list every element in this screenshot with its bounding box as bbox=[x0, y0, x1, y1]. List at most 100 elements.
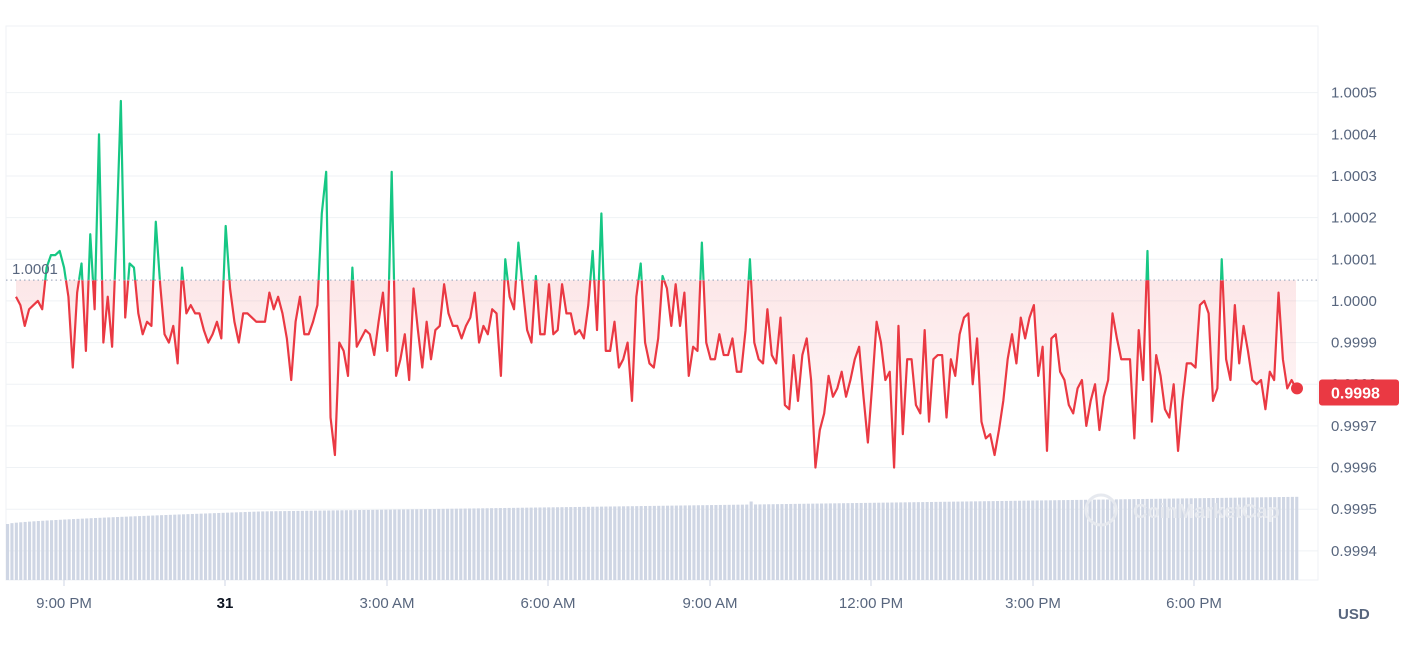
x-tick-label: 3:00 PM bbox=[1005, 595, 1061, 612]
volume-bar bbox=[1277, 497, 1281, 580]
volume-bar bbox=[872, 502, 876, 580]
volume-bar bbox=[1167, 498, 1171, 580]
volume-bar bbox=[1048, 500, 1052, 580]
volume-bar bbox=[564, 507, 568, 580]
y-tick-label: 0.9996 bbox=[1331, 460, 1377, 477]
volume-bar bbox=[331, 510, 335, 580]
volume-bar bbox=[1101, 499, 1105, 580]
volume-bar bbox=[1004, 500, 1008, 580]
volume-bar bbox=[155, 515, 159, 580]
volume-bar bbox=[639, 506, 643, 580]
volume-bar bbox=[864, 502, 868, 580]
volume-bar bbox=[877, 502, 881, 580]
volume-bar bbox=[705, 505, 709, 580]
current-price-badge-text: 0.9998 bbox=[1331, 386, 1380, 403]
volume-bar bbox=[107, 517, 111, 580]
volume-bar bbox=[239, 512, 243, 580]
volume-bar bbox=[1154, 498, 1158, 580]
volume-bar bbox=[798, 503, 802, 580]
volume-bar bbox=[701, 505, 705, 580]
volume-bar bbox=[1194, 498, 1198, 580]
volume-bar bbox=[468, 508, 472, 580]
volume-bar bbox=[1018, 500, 1022, 580]
volume-bar bbox=[1224, 497, 1228, 580]
volume-bar bbox=[265, 511, 269, 580]
volume-bar bbox=[1119, 499, 1123, 580]
volume-bar bbox=[1185, 498, 1189, 580]
volume-bar bbox=[1097, 499, 1101, 580]
volume-bar bbox=[723, 504, 727, 580]
volume-bar bbox=[789, 503, 793, 580]
price-line-above-reference bbox=[44, 99, 1224, 281]
volume-bar bbox=[868, 502, 872, 580]
volume-bar bbox=[1207, 498, 1211, 580]
volume-bar bbox=[828, 503, 832, 580]
volume-bar bbox=[952, 501, 956, 580]
volume-bar bbox=[14, 522, 18, 580]
volume-bar bbox=[129, 516, 133, 580]
y-tick-label: 0.9997 bbox=[1331, 418, 1377, 435]
volume-bar bbox=[494, 508, 498, 580]
volume-bar bbox=[375, 509, 379, 580]
volume-bar bbox=[217, 512, 221, 580]
volume-bar bbox=[402, 509, 406, 580]
volume-bar bbox=[1031, 500, 1035, 580]
volume-bar bbox=[278, 511, 282, 580]
volume-bar bbox=[824, 503, 828, 580]
volume-bar bbox=[459, 508, 463, 580]
volume-bar bbox=[1220, 497, 1224, 580]
volume-bar bbox=[366, 509, 370, 580]
volume-bar bbox=[1141, 498, 1145, 580]
volume-bar bbox=[652, 505, 656, 580]
y-axis: 1.0005 1.0004 1.0003 1.0002 1.0001 1.0000 0.99… bbox=[1331, 85, 1377, 560]
volume-bar bbox=[186, 514, 190, 580]
volume-bar bbox=[388, 509, 392, 580]
coinmarketcap-watermark: CoinMarketCap bbox=[1084, 493, 1280, 527]
volume-bar bbox=[899, 502, 903, 580]
volume-bar bbox=[204, 513, 208, 580]
volume-bar bbox=[1295, 496, 1299, 580]
volume-bar bbox=[956, 501, 960, 580]
volume-bar bbox=[353, 510, 357, 580]
volume-bar bbox=[1022, 500, 1026, 580]
volume-bar bbox=[1273, 497, 1277, 580]
volume-bar bbox=[120, 516, 124, 580]
volume-bar bbox=[960, 501, 964, 580]
volume-bar bbox=[793, 503, 797, 580]
volume-bar bbox=[1110, 499, 1114, 580]
volume-bar bbox=[1123, 499, 1127, 580]
volume-bar bbox=[542, 507, 546, 580]
volume-bar bbox=[358, 510, 362, 580]
volume-bar bbox=[679, 505, 683, 580]
volume-bar bbox=[1233, 497, 1237, 580]
volume-bar bbox=[177, 514, 181, 580]
volume-bar bbox=[406, 509, 410, 580]
volume-bar bbox=[1057, 500, 1061, 580]
volume-bar bbox=[965, 501, 969, 580]
volume-bar bbox=[996, 501, 1000, 580]
volume-bars bbox=[6, 496, 1299, 580]
volume-bar bbox=[538, 507, 542, 580]
y-tick-label: 1.0004 bbox=[1331, 126, 1377, 143]
x-tick-label: 6:00 PM bbox=[1166, 595, 1222, 612]
volume-bar bbox=[371, 509, 375, 580]
volume-bar bbox=[410, 509, 414, 580]
volume-bar bbox=[837, 503, 841, 580]
volume-bar bbox=[322, 510, 326, 580]
volume-bar bbox=[688, 505, 692, 580]
volume-bar bbox=[525, 507, 529, 580]
volume-bar bbox=[1114, 499, 1118, 580]
volume-bar bbox=[1242, 497, 1246, 580]
volume-bar bbox=[485, 508, 489, 580]
volume-bar bbox=[10, 523, 14, 580]
volume-bar bbox=[534, 507, 538, 580]
volume-bar bbox=[270, 511, 274, 580]
volume-bar bbox=[45, 520, 49, 580]
volume-bar bbox=[771, 504, 775, 580]
volume-bar bbox=[1040, 500, 1044, 580]
volume-bar bbox=[569, 507, 573, 580]
y-tick-label: 0.9999 bbox=[1331, 335, 1377, 352]
volume-bar bbox=[1000, 500, 1004, 580]
x-tick-label: 31 bbox=[217, 595, 234, 612]
